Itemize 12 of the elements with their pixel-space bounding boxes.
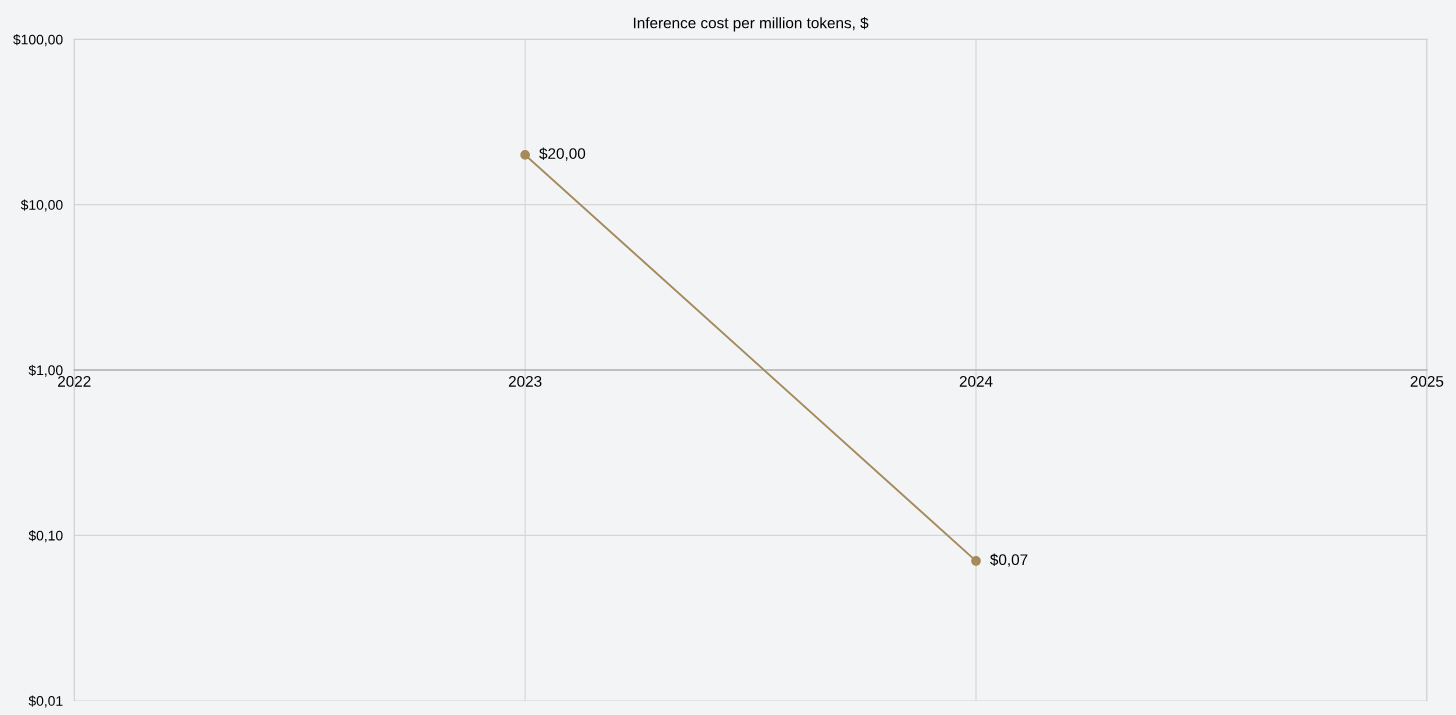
x-tick-label: 2025 bbox=[1410, 375, 1444, 387]
y-tick-label: $1,00 bbox=[28, 364, 63, 377]
y-tick-label: $0,01 bbox=[28, 695, 63, 708]
data-label: $0,07 bbox=[990, 553, 1028, 567]
data-label: $20,00 bbox=[539, 147, 586, 161]
x-tick-label: 2024 bbox=[959, 375, 993, 387]
chart-title: Inference cost per million tokens, $ bbox=[633, 16, 869, 32]
x-tick-label: 2023 bbox=[508, 375, 542, 387]
y-tick-label: $100,00 bbox=[13, 34, 63, 47]
x-tick-label: 2022 bbox=[58, 375, 91, 387]
y-tick-label: $10,00 bbox=[20, 199, 63, 212]
y-tick-label: $0,10 bbox=[28, 530, 63, 543]
